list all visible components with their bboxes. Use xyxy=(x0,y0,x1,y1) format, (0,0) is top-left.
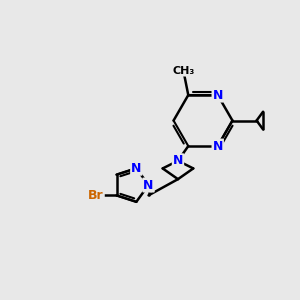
Text: N: N xyxy=(212,140,223,153)
Text: N: N xyxy=(143,178,154,191)
Text: N: N xyxy=(173,154,183,167)
Text: Br: Br xyxy=(88,189,104,202)
Text: N: N xyxy=(212,88,223,102)
Text: N: N xyxy=(131,162,142,175)
Text: CH₃: CH₃ xyxy=(173,66,195,76)
